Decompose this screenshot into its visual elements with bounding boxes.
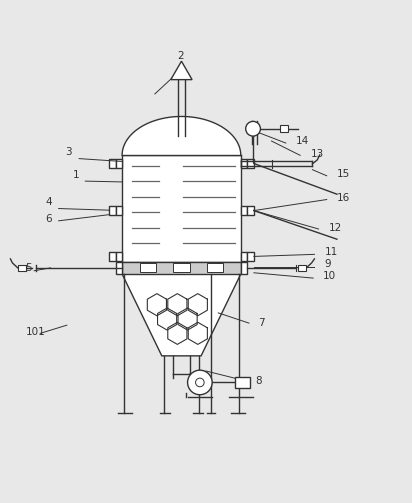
Bar (298, 265, 306, 271)
Text: 9: 9 (325, 259, 331, 269)
Bar (241, 159, 247, 167)
Text: 16: 16 (337, 193, 350, 203)
Text: 3: 3 (65, 147, 71, 157)
Bar (241, 207, 247, 215)
Text: 5: 5 (25, 263, 32, 273)
Circle shape (187, 370, 212, 395)
Bar (109, 159, 115, 167)
Text: 101: 101 (26, 327, 46, 338)
Polygon shape (122, 117, 241, 155)
Text: 14: 14 (296, 136, 309, 146)
Circle shape (196, 378, 204, 387)
Text: 6: 6 (46, 214, 52, 224)
Text: 15: 15 (337, 169, 350, 179)
Text: 12: 12 (329, 223, 342, 233)
Polygon shape (188, 294, 207, 316)
Polygon shape (178, 308, 197, 330)
Text: 11: 11 (325, 247, 338, 257)
Polygon shape (168, 322, 187, 345)
Text: 10: 10 (323, 271, 336, 281)
Bar (109, 207, 115, 215)
Polygon shape (171, 61, 192, 79)
Bar (18, 265, 26, 271)
Polygon shape (168, 294, 187, 316)
Text: 13: 13 (310, 149, 323, 159)
Bar (140, 264, 156, 272)
Text: 8: 8 (255, 376, 262, 386)
Bar (247, 207, 254, 215)
Circle shape (246, 121, 260, 136)
Text: 7: 7 (258, 318, 265, 328)
Bar (115, 262, 122, 274)
Text: 2: 2 (177, 51, 184, 61)
Bar (207, 264, 223, 272)
Bar (115, 159, 122, 167)
Text: 4: 4 (46, 197, 52, 207)
Polygon shape (122, 274, 241, 356)
Polygon shape (188, 322, 207, 345)
Bar (115, 207, 122, 215)
Bar (173, 264, 190, 272)
Bar (115, 253, 122, 261)
Polygon shape (157, 308, 177, 330)
Text: 1: 1 (73, 170, 80, 180)
Bar (241, 262, 247, 274)
Bar (247, 253, 254, 261)
Bar (109, 253, 115, 261)
Bar (280, 125, 288, 132)
Bar (235, 377, 250, 388)
Bar (122, 155, 241, 262)
Bar (122, 262, 241, 274)
Polygon shape (147, 294, 166, 316)
Bar (241, 253, 247, 261)
Bar (247, 159, 254, 167)
